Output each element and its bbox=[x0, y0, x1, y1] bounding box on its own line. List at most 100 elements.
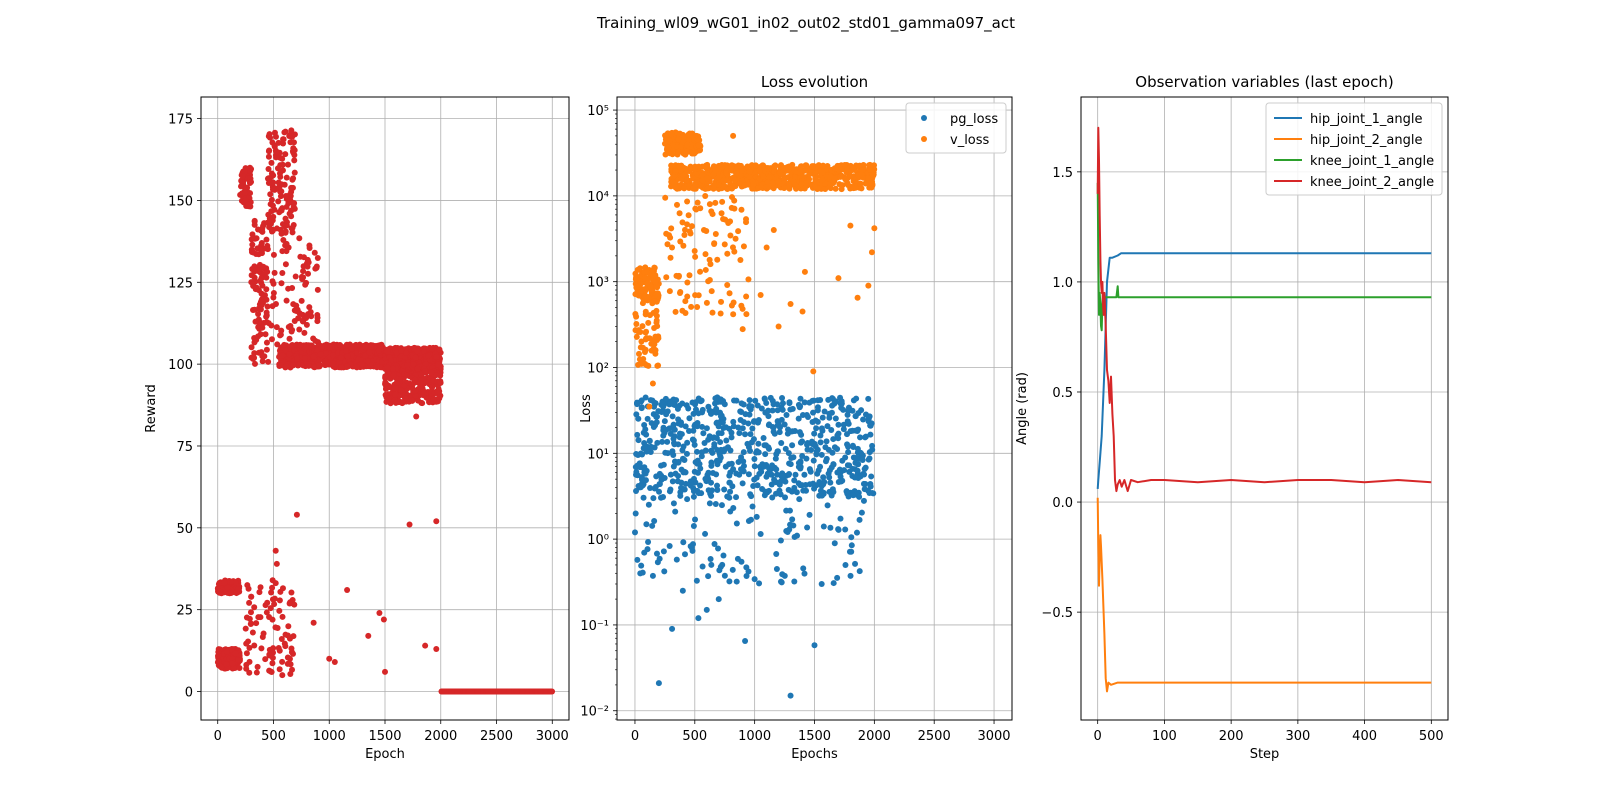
scatter-point bbox=[842, 526, 849, 533]
scatter-point bbox=[841, 467, 848, 474]
scatter-point bbox=[263, 609, 270, 616]
scatter-point bbox=[640, 464, 647, 471]
scatter-point bbox=[269, 584, 276, 591]
scatter-point bbox=[649, 380, 656, 387]
scatter-point bbox=[791, 477, 798, 484]
scatter-point bbox=[700, 430, 707, 437]
scatter-point bbox=[836, 167, 843, 174]
scatter-point bbox=[785, 450, 792, 457]
scatter-point bbox=[228, 589, 235, 596]
scatter-point bbox=[251, 221, 258, 228]
scatter-point bbox=[708, 561, 715, 568]
scatter-point bbox=[268, 208, 275, 215]
scatter-point bbox=[228, 646, 235, 653]
scatter-point bbox=[291, 157, 298, 164]
scatter-point bbox=[692, 205, 699, 212]
scatter-point bbox=[852, 459, 859, 466]
scatter-point bbox=[753, 513, 760, 520]
scatter-point bbox=[799, 308, 806, 315]
scatter-point bbox=[679, 400, 686, 407]
scatter-point bbox=[645, 539, 652, 546]
scatter-point bbox=[301, 355, 308, 362]
scatter-point bbox=[835, 526, 842, 533]
scatter-point bbox=[495, 688, 502, 695]
scatter-point bbox=[835, 421, 842, 428]
y-tick-label: 0.5 bbox=[1052, 386, 1073, 401]
scatter-point bbox=[266, 614, 273, 621]
scatter-point bbox=[402, 349, 409, 356]
scatter-point bbox=[760, 173, 767, 180]
scatter-point bbox=[728, 164, 735, 171]
scatter-point bbox=[761, 463, 768, 470]
scatter-point bbox=[251, 360, 258, 367]
series-line-knee_joint_1_angle bbox=[1096, 182, 1432, 332]
legend-swatch bbox=[921, 115, 927, 121]
scatter-point bbox=[668, 225, 675, 232]
scatter-point bbox=[721, 401, 728, 408]
scatter-point bbox=[814, 404, 821, 411]
y-tick-label: 10⁻¹ bbox=[580, 619, 609, 634]
scatter-point bbox=[285, 623, 292, 630]
figure-title: Training_wl09_wG01_in02_out02_std01_gamm… bbox=[596, 14, 1015, 33]
x-tick-label: 500 bbox=[1419, 729, 1444, 744]
scatter-point bbox=[694, 303, 701, 310]
scatter-point bbox=[760, 435, 767, 442]
scatter-point bbox=[832, 415, 839, 422]
scatter-point bbox=[738, 409, 745, 416]
scatter-point bbox=[817, 439, 824, 446]
scatter-point bbox=[813, 448, 820, 455]
y-tick-label: 10⁴ bbox=[587, 190, 609, 205]
scatter-point bbox=[837, 515, 844, 522]
legend: hip_joint_1_anglehip_joint_2_angleknee_j… bbox=[1265, 102, 1443, 196]
scatter-point bbox=[787, 692, 794, 699]
scatter-point bbox=[817, 487, 824, 494]
scatter-point bbox=[276, 607, 283, 614]
scatter-point bbox=[262, 656, 269, 663]
scatter-point bbox=[292, 273, 299, 280]
scatter-point bbox=[797, 167, 804, 174]
scatter-point bbox=[421, 348, 428, 355]
legend-label: knee_joint_1_angle bbox=[1310, 154, 1434, 169]
scatter-point bbox=[368, 343, 375, 350]
x-axis-label: Step bbox=[1250, 747, 1280, 762]
scatter-point bbox=[268, 159, 275, 166]
x-tick-label: 500 bbox=[682, 729, 707, 744]
scatter-point bbox=[246, 669, 253, 676]
scatter-point bbox=[823, 438, 830, 445]
scatter-point bbox=[249, 629, 256, 636]
scatter-point bbox=[661, 418, 668, 425]
y-tick-label: 1.0 bbox=[1052, 276, 1073, 291]
scatter-point bbox=[682, 226, 689, 233]
scatter-point bbox=[263, 274, 270, 281]
scatter-point bbox=[765, 407, 772, 414]
scatter-point bbox=[660, 494, 667, 501]
scatter-point bbox=[667, 254, 674, 261]
scatter-point bbox=[711, 541, 718, 548]
scatter-point bbox=[670, 435, 677, 442]
scatter-point bbox=[772, 455, 779, 462]
scatter-point bbox=[845, 449, 852, 456]
scatter-point bbox=[821, 408, 828, 415]
scatter-point bbox=[644, 275, 651, 282]
scatter-point bbox=[248, 344, 255, 351]
scatter-point bbox=[747, 447, 754, 454]
scatter-point bbox=[246, 615, 253, 622]
scatter-point bbox=[666, 288, 673, 295]
scatter-point bbox=[326, 655, 333, 662]
scatter-point bbox=[382, 373, 389, 380]
scatter-point bbox=[290, 633, 297, 640]
scatter-point bbox=[290, 175, 297, 182]
scatter-point bbox=[364, 358, 371, 365]
scatter-point bbox=[778, 439, 785, 446]
scatter-point bbox=[276, 597, 283, 604]
scatter-point bbox=[671, 180, 678, 187]
scatter-point bbox=[730, 505, 737, 512]
x-tick-label: 2500 bbox=[918, 729, 951, 744]
scatter-point bbox=[728, 434, 735, 441]
scatter-point bbox=[749, 425, 756, 432]
scatter-point bbox=[288, 328, 295, 335]
scatter-point bbox=[787, 461, 794, 468]
scatter-point bbox=[736, 430, 743, 437]
scatter-point bbox=[869, 171, 876, 178]
scatter-point bbox=[670, 421, 677, 428]
